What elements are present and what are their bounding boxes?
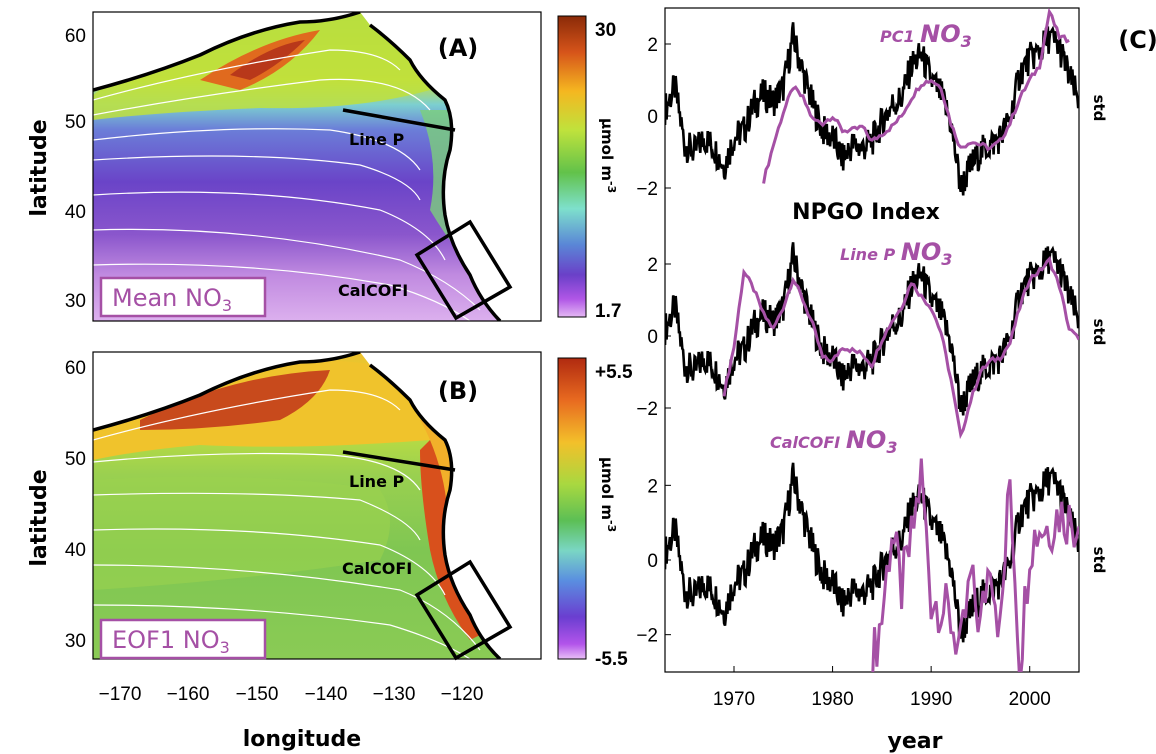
colorbar-b bbox=[557, 357, 587, 660]
overlay-line-1 bbox=[762, 8, 1070, 184]
ts-ytick-3-0: 2 bbox=[647, 476, 658, 497]
colorbar-a bbox=[557, 15, 587, 318]
calcofi-label: CalCOFI bbox=[338, 281, 408, 300]
ts-xtick-1980: 1980 bbox=[811, 689, 853, 710]
cbar-a-units: μmol m-3 bbox=[598, 118, 618, 193]
ylabel-a: latitude bbox=[27, 119, 52, 216]
line-p-label: Line P bbox=[349, 130, 404, 149]
xlabel-year: year bbox=[888, 729, 943, 754]
ts-ytick-1-1: 0 bbox=[647, 107, 658, 128]
std-label-1: std bbox=[1090, 95, 1108, 122]
ytick-30-a: 30 bbox=[65, 291, 86, 312]
xtick-m160: −160 bbox=[167, 684, 210, 705]
ts-ytick-1-2: −2 bbox=[636, 179, 658, 200]
cbar-b-units: μmol m-3 bbox=[598, 457, 618, 532]
std-label-3: std bbox=[1090, 547, 1108, 574]
ts-xtick-1990: 1990 bbox=[910, 689, 952, 710]
xtick-m140: −140 bbox=[305, 684, 348, 705]
ts-subpanel-2 bbox=[665, 242, 1079, 440]
series-label-pc1: PC1 NO3 bbox=[880, 20, 972, 51]
ylabel-b: latitude bbox=[27, 469, 52, 566]
mean-no3-label: Mean NO3 bbox=[112, 284, 232, 315]
ytick-60-b: 60 bbox=[65, 358, 86, 379]
xtick-m150: −150 bbox=[236, 684, 279, 705]
ts-xtick-2000: 2000 bbox=[1009, 689, 1051, 710]
eof1-no3-label: EOF1 NO3 bbox=[112, 626, 230, 657]
xtick-m120: −120 bbox=[441, 684, 484, 705]
panel-c-label: (C) bbox=[1118, 26, 1156, 54]
ts-xtick-1970: 1970 bbox=[713, 689, 755, 710]
ytick-50-b: 50 bbox=[65, 449, 86, 470]
eof1-no3-box bbox=[99, 618, 267, 660]
panel-a-label: (A) bbox=[438, 34, 479, 62]
ts-ytick-3-2: −2 bbox=[636, 626, 658, 647]
ts-ytick-1-0: 2 bbox=[647, 35, 658, 56]
cbar-a-min: 1.7 bbox=[595, 301, 621, 322]
timeseries-panel: 2 0 −2 2 0 −2 2 0 −2 1970 1980 1990 2000 (C) std st… bbox=[636, 7, 1156, 754]
ts-xticks: 1970 1980 1990 2000 bbox=[713, 666, 1051, 710]
calcofi-region-box-b bbox=[414, 559, 513, 661]
ts-ytick-3-1: 0 bbox=[647, 551, 658, 572]
series-label-calcofi: CalCOFI NO3 bbox=[770, 426, 897, 457]
ts-subpanel-1 bbox=[665, 8, 1079, 196]
line-p-transect bbox=[342, 108, 456, 132]
ts-ytick-2-1: 0 bbox=[647, 327, 658, 348]
npgo-index-label: NPGO Index bbox=[792, 200, 940, 225]
ytick-50-a: 50 bbox=[65, 112, 86, 133]
map-panel-b: Line P CalCOFI (B) EOF1 NO3 60 50 40 30 … bbox=[27, 351, 633, 752]
overlay-line-3 bbox=[871, 458, 1079, 672]
xtick-m170: −170 bbox=[99, 684, 142, 705]
cbar-b-max: +5.5 bbox=[595, 362, 633, 383]
mean-no3-box bbox=[99, 276, 267, 318]
calcofi-region-box bbox=[414, 219, 513, 321]
ts-yticks: 2 0 −2 2 0 −2 2 0 −2 bbox=[636, 35, 671, 647]
line-p-label-b: Line P bbox=[349, 472, 404, 491]
map-b-yticks: 60 50 40 30 bbox=[65, 358, 86, 652]
ts-ytick-2-2: −2 bbox=[636, 399, 658, 420]
std-label-2: std bbox=[1090, 319, 1108, 346]
cbar-a-max: 30 bbox=[595, 20, 616, 41]
map-a-yticks: 60 50 40 30 bbox=[65, 26, 86, 312]
overlay-line-2 bbox=[722, 255, 1079, 440]
calcofi-label-b: CalCOFI bbox=[342, 559, 412, 578]
xlabel-map: longitude bbox=[243, 727, 361, 752]
ts-series bbox=[665, 8, 1079, 672]
map-panel-a: Line P CalCOFI (A) Mean NO3 60 50 40 30 … bbox=[27, 11, 621, 322]
map-xticks: −170 −160 −150 −140 −130 −120 bbox=[99, 684, 484, 705]
cbar-b-min: -5.5 bbox=[595, 649, 628, 670]
line-p-transect-b bbox=[342, 450, 456, 472]
ytick-40-b: 40 bbox=[65, 540, 86, 561]
ytick-30-b: 30 bbox=[65, 631, 86, 652]
series-label-linep: Line P NO3 bbox=[840, 238, 952, 269]
npgo-index-line-3 bbox=[665, 462, 1079, 643]
npgo-index-line-2 bbox=[665, 242, 1079, 416]
ts-subpanel-3 bbox=[665, 458, 1079, 672]
xtick-m130: −130 bbox=[373, 684, 416, 705]
panel-b-label: (B) bbox=[438, 377, 478, 405]
ytick-60-a: 60 bbox=[65, 26, 86, 47]
ts-ytick-2-0: 2 bbox=[647, 255, 658, 276]
ytick-40-a: 40 bbox=[65, 202, 86, 223]
